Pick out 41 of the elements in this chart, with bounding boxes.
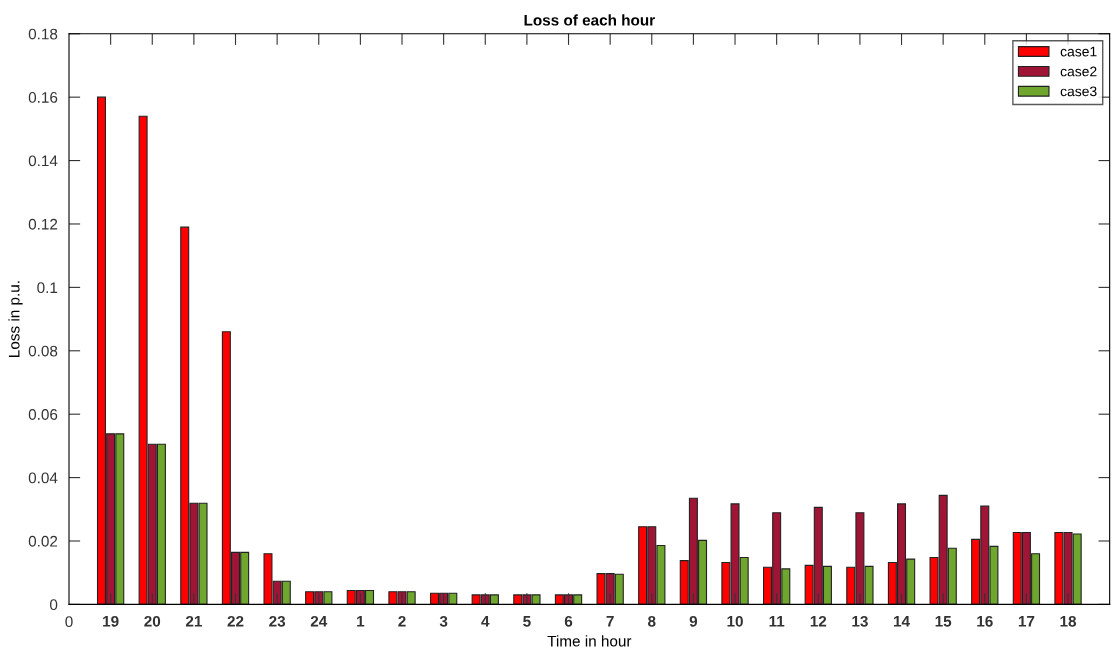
- legend-label: case1: [1060, 46, 1097, 57]
- y-axis-title: Loss in p.u.: [8, 281, 23, 357]
- x-tick-label: 2: [398, 615, 406, 627]
- y-tick-label: 0.04: [28, 472, 58, 484]
- x-tick-label: 12: [810, 615, 827, 627]
- x-tick-label: 21: [185, 615, 202, 627]
- x-tick-label: 1: [357, 616, 365, 627]
- legend-label: case3: [1060, 86, 1097, 97]
- x-tick-label: 19: [103, 615, 119, 627]
- x-tick-label: 9: [689, 615, 698, 627]
- x-tick-label: 7: [606, 616, 614, 627]
- y-tick-label: 0.14: [28, 155, 58, 167]
- x-tick-label: 13: [852, 615, 868, 627]
- y-tick-label: 0.16: [28, 92, 58, 103]
- chart-title: Loss of each hour: [524, 14, 655, 26]
- x-tick-label: 20: [144, 615, 161, 627]
- x-tick-label: 8: [648, 615, 656, 627]
- x-tick-label: 11: [769, 616, 785, 627]
- x-axis-title: Time in hour: [547, 635, 632, 647]
- y-tick-label: 0.18: [28, 28, 58, 40]
- y-tick-label: 0.06: [28, 409, 58, 420]
- x-tick-label: 23: [269, 615, 286, 627]
- x-tick-label: 16: [977, 615, 993, 627]
- x-tick-label: 17: [1018, 616, 1035, 627]
- x-tick-label: 4: [481, 616, 490, 627]
- x-tick-label: 5: [523, 616, 531, 627]
- x-tick-label: 24: [310, 615, 328, 627]
- x-tick-label: 14: [894, 616, 910, 627]
- x-tick-label: 18: [1060, 615, 1077, 627]
- legend-label: case2: [1060, 66, 1097, 77]
- x-tick-label: 10: [727, 615, 743, 627]
- y-tick-label: 0: [50, 599, 58, 611]
- y-tick-label: 0.12: [28, 218, 58, 230]
- y-tick-label: 0.1: [37, 282, 58, 294]
- x-tick-label: 15: [935, 616, 952, 627]
- x-tick-label: 22: [227, 615, 244, 627]
- x-tick-label: 6: [564, 615, 573, 627]
- text: 0: [65, 616, 73, 628]
- y-tick-label: 0.02: [28, 535, 58, 547]
- y-tick-label: 0.08: [28, 345, 58, 357]
- x-tick-label: 3: [439, 615, 448, 627]
